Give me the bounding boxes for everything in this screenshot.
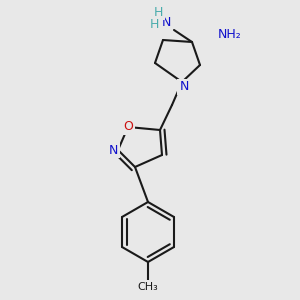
Text: H: H [153, 5, 163, 19]
Text: N: N [108, 143, 118, 157]
Text: NH₂: NH₂ [218, 28, 242, 40]
Text: CH₃: CH₃ [138, 282, 158, 292]
Text: H: H [149, 17, 159, 31]
Text: N: N [161, 16, 171, 28]
Text: N: N [179, 80, 189, 94]
Text: O: O [123, 121, 133, 134]
